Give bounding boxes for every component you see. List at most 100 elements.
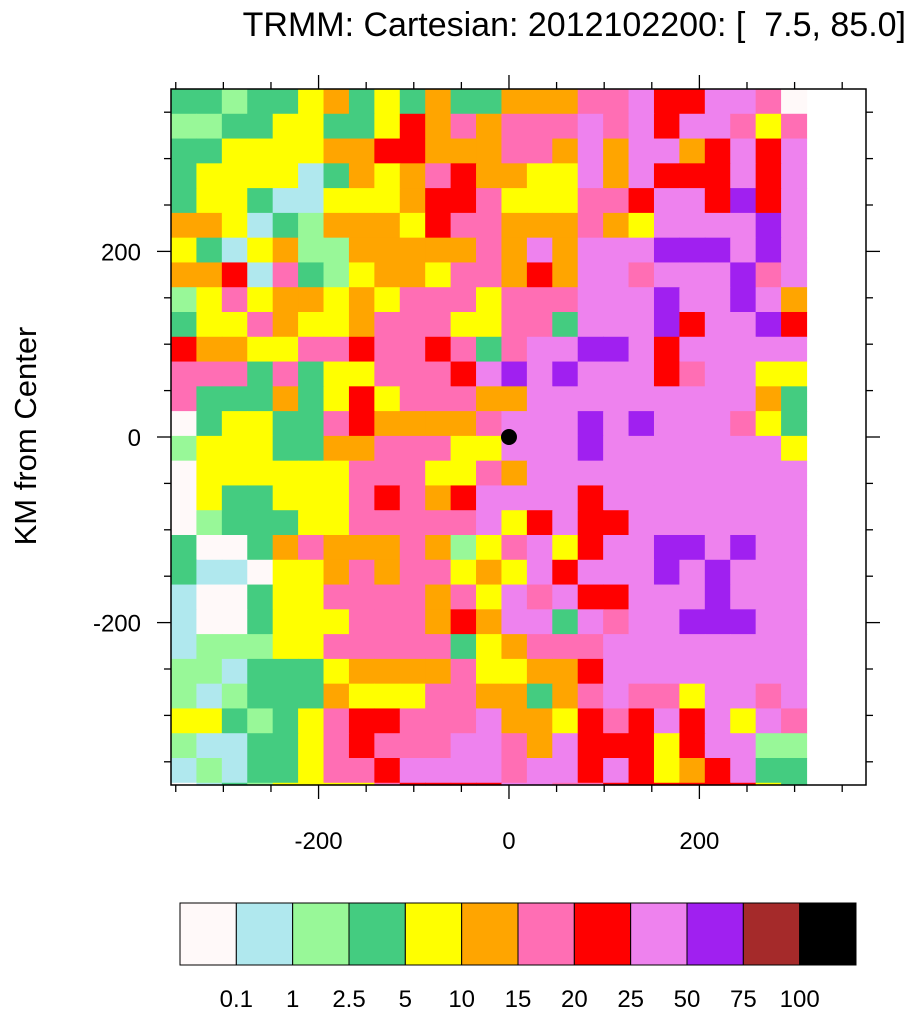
heatmap-cell — [603, 609, 630, 635]
heatmap-cell — [603, 262, 630, 288]
storm-center-marker — [500, 429, 517, 445]
heatmap-cell — [628, 411, 655, 437]
heatmap-cell — [323, 411, 350, 437]
heatmap-cell — [730, 386, 757, 412]
heatmap-cell — [679, 683, 706, 710]
heatmap-cell — [730, 757, 757, 784]
heatmap-cell — [374, 634, 401, 660]
heatmap-cell — [704, 262, 731, 288]
heatmap-cell — [374, 237, 401, 264]
heatmap-cell — [526, 510, 553, 536]
heatmap-cell — [425, 609, 452, 635]
heatmap-cells — [171, 89, 808, 786]
heatmap-cell — [196, 138, 223, 164]
heatmap-cell — [272, 733, 299, 759]
heatmap-cell — [425, 435, 452, 462]
heatmap-cell — [577, 386, 604, 412]
heatmap-cell — [348, 188, 375, 214]
heatmap-cell — [348, 584, 375, 610]
heatmap-cell — [425, 757, 452, 784]
heatmap-cell — [552, 262, 579, 288]
heatmap-cell — [425, 237, 452, 264]
heatmap-cell — [221, 262, 248, 288]
heatmap-cell — [323, 757, 350, 784]
heatmap-cell — [348, 138, 375, 164]
heatmap-cell — [552, 188, 579, 214]
y-tick-label: 200 — [101, 239, 141, 266]
heatmap-cell — [425, 782, 452, 786]
heatmap-cell — [679, 262, 706, 288]
heatmap-cell — [704, 435, 731, 462]
heatmap-cell — [221, 89, 248, 115]
heatmap-cell — [298, 510, 325, 536]
heatmap-cell — [603, 559, 630, 586]
heatmap-cell — [298, 609, 325, 635]
heatmap-cell — [298, 757, 325, 784]
heatmap-cell — [374, 435, 401, 462]
heatmap-cell — [298, 262, 325, 288]
heatmap-cell — [323, 708, 350, 734]
heatmap-cell — [399, 485, 426, 511]
heatmap-cell — [552, 708, 579, 734]
heatmap-cell — [501, 485, 528, 511]
heatmap-cell — [221, 386, 248, 412]
heatmap-cell — [171, 510, 198, 536]
heatmap-cell — [526, 311, 553, 338]
heatmap-cell — [399, 311, 426, 338]
heatmap-cell — [476, 683, 503, 710]
colorbar-swatch — [235, 902, 294, 966]
heatmap-cell — [603, 113, 630, 140]
heatmap-cell — [272, 634, 299, 660]
heatmap-cell — [552, 683, 579, 710]
heatmap-cell — [577, 782, 604, 786]
heatmap-cell — [704, 113, 731, 140]
heatmap-cell — [679, 89, 706, 115]
heatmap-cell — [730, 138, 757, 164]
heatmap-cell — [730, 237, 757, 264]
heatmap-cell — [730, 708, 757, 734]
heatmap-cell — [679, 287, 706, 313]
heatmap-cell — [526, 361, 553, 387]
heatmap-cell — [704, 336, 731, 363]
heatmap-cell — [501, 138, 528, 164]
heatmap-cell — [171, 782, 198, 786]
heatmap-cell — [171, 212, 198, 239]
heatmap-cell — [374, 163, 401, 189]
heatmap-cell — [628, 113, 655, 140]
heatmap-cell — [755, 411, 782, 437]
heatmap-cell — [247, 411, 274, 437]
heatmap-cell — [501, 658, 528, 685]
heatmap-cell — [552, 559, 579, 586]
heatmap-cell — [450, 138, 477, 164]
heatmap-cell — [272, 336, 299, 363]
colorbar-label: 2.5 — [332, 986, 365, 1013]
heatmap-cell — [628, 188, 655, 214]
heatmap-cell — [679, 435, 706, 462]
heatmap-cell — [298, 311, 325, 338]
heatmap-cell — [425, 336, 452, 363]
heatmap-cell — [399, 212, 426, 239]
colorbar — [179, 902, 857, 966]
heatmap-cell — [730, 733, 757, 759]
heatmap-cell — [374, 287, 401, 313]
heatmap-cell — [221, 534, 248, 561]
heatmap-cell — [374, 262, 401, 288]
heatmap-cell — [196, 634, 223, 660]
heatmap-cell — [526, 733, 553, 759]
heatmap-cell — [704, 361, 731, 387]
heatmap-cell — [628, 609, 655, 635]
heatmap-cell — [348, 658, 375, 685]
heatmap-cell — [247, 311, 274, 338]
heatmap-cell — [272, 460, 299, 487]
heatmap-cell — [704, 163, 731, 189]
heatmap-cell — [603, 634, 630, 660]
heatmap-cell — [755, 336, 782, 363]
heatmap-cell — [679, 311, 706, 338]
heatmap-cell — [526, 262, 553, 288]
heatmap-cell — [323, 485, 350, 511]
heatmap-cell — [755, 609, 782, 635]
heatmap-cell — [526, 386, 553, 412]
heatmap-cell — [552, 435, 579, 462]
heatmap-cell — [247, 782, 274, 786]
heatmap-cell — [704, 287, 731, 313]
